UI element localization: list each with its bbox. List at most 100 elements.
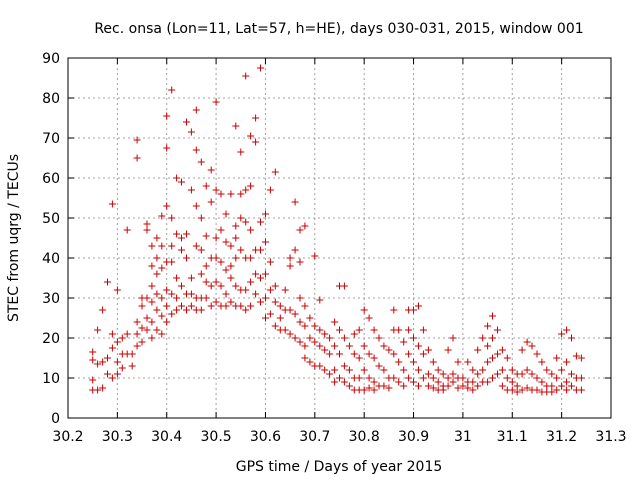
data-point	[454, 384, 462, 392]
data-point	[336, 374, 343, 382]
data-point	[232, 222, 240, 230]
data-point	[207, 282, 215, 290]
data-point	[128, 362, 136, 370]
data-point	[271, 282, 279, 290]
data-point	[143, 226, 151, 234]
data-point	[405, 374, 413, 382]
data-point	[390, 306, 398, 314]
data-point	[158, 330, 166, 338]
data-point	[99, 358, 107, 366]
data-point	[168, 86, 176, 94]
data-point	[108, 374, 116, 382]
data-point	[212, 298, 220, 306]
data-point	[94, 326, 102, 334]
data-point	[247, 302, 255, 310]
data-point	[168, 258, 176, 266]
data-point	[197, 246, 205, 254]
plot-frame	[67, 57, 612, 419]
data-point	[345, 382, 353, 390]
x-axis-title: GPS time / Days of year 2015	[236, 459, 443, 475]
data-point	[558, 382, 566, 390]
x-tick-label: 31.1	[497, 429, 528, 445]
y-tick-label: 10	[42, 371, 60, 387]
data-point	[331, 342, 339, 350]
data-point	[350, 350, 358, 358]
data-point	[197, 306, 205, 314]
data-point	[484, 378, 492, 386]
data-point	[286, 330, 294, 338]
y-tick-label: 40	[42, 251, 60, 267]
data-point	[350, 330, 358, 338]
y-tick-labels: 0 10 20 30 40 50 60 70 80 90	[42, 51, 60, 427]
data-point	[237, 214, 245, 222]
data-point	[158, 294, 166, 302]
y-tick-label: 20	[42, 331, 60, 347]
data-point	[108, 330, 116, 338]
data-point	[202, 262, 210, 270]
data-point	[415, 382, 422, 390]
data-point	[183, 254, 190, 262]
data-point	[553, 374, 561, 382]
data-point	[108, 200, 116, 208]
data-point	[252, 114, 260, 122]
data-point	[133, 136, 141, 144]
data-point	[340, 378, 348, 386]
data-point	[316, 342, 324, 350]
data-point	[148, 262, 156, 270]
data-point	[222, 238, 230, 246]
data-point	[558, 330, 566, 338]
data-point	[104, 354, 111, 362]
data-point	[439, 386, 447, 394]
data-point	[291, 246, 299, 254]
x-tick-label: 30.7	[299, 429, 330, 445]
data-point	[148, 334, 156, 342]
data-point	[178, 282, 185, 290]
data-point	[410, 306, 417, 314]
data-point	[479, 366, 487, 374]
data-point	[123, 226, 131, 234]
data-point	[133, 342, 141, 350]
data-point	[306, 358, 314, 366]
data-point	[469, 366, 477, 374]
y-tick-label: 70	[42, 131, 60, 147]
data-point	[518, 386, 526, 394]
data-point	[385, 384, 393, 392]
data-point	[508, 366, 516, 374]
data-point	[479, 334, 487, 342]
y-tick-label: 80	[42, 91, 60, 107]
data-point	[202, 294, 210, 302]
y-tick-label: 30	[42, 291, 60, 307]
data-point	[484, 342, 492, 350]
data-point	[385, 346, 393, 354]
data-point	[163, 112, 171, 120]
data-point	[459, 382, 467, 390]
data-point	[163, 318, 171, 326]
data-point	[104, 278, 111, 286]
data-point	[212, 234, 220, 242]
data-point	[163, 286, 171, 294]
data-point	[187, 128, 195, 136]
data-point	[301, 322, 309, 330]
data-point	[217, 258, 225, 266]
data-point	[548, 370, 556, 378]
data-point	[227, 274, 235, 282]
data-point	[252, 290, 260, 298]
data-point	[281, 286, 289, 294]
axis-ticks	[67, 57, 612, 419]
data-point	[513, 382, 521, 390]
data-point	[474, 370, 482, 378]
data-point	[286, 262, 294, 270]
data-point	[365, 374, 373, 382]
data-point	[153, 326, 161, 334]
data-point	[355, 354, 363, 362]
y-tick-label: 60	[42, 171, 60, 187]
data-point	[232, 282, 240, 290]
data-point	[217, 282, 225, 290]
data-point	[419, 374, 427, 382]
data-point	[173, 294, 181, 302]
data-point	[321, 366, 329, 374]
data-point	[424, 370, 432, 378]
data-point	[113, 286, 121, 294]
data-point	[331, 366, 339, 374]
